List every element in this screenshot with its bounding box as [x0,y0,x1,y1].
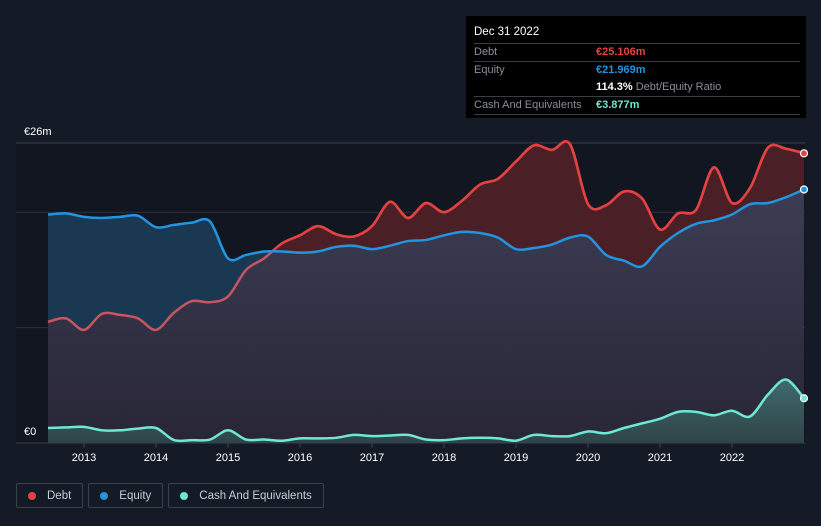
tooltip-equity-value: €21.969m [596,64,646,76]
cash-area [48,379,804,443]
x-tick-label: 2016 [288,452,312,464]
x-tick-label: 2015 [216,452,240,464]
equity-dot-icon [100,491,109,500]
tooltip-label: Debt [474,46,498,58]
x-tick-label: 2018 [432,452,456,464]
x-tick-label: 2013 [72,452,96,464]
cash-dot-icon [180,491,189,500]
legend-label: Cash And Equivalents [199,489,312,502]
tooltip-debt-value: €25.106m [596,46,646,58]
x-tick-label: 2014 [144,452,168,464]
equity-end-point [799,185,809,194]
series-areas [48,141,804,443]
x-tick-label: 2021 [648,452,672,464]
data-tooltip: Dec 31 2022 Debt €25.106m Equity €21.969… [466,16,806,118]
series-lines [47,140,809,443]
tooltip-row-ratio: 114.3% Debt/Equity Ratio [474,79,800,97]
tooltip-cash-value: €3.877m [596,99,640,111]
tooltip-row-equity: Equity €21.969m [474,62,800,79]
x-tick-label: 2020 [576,452,600,464]
cash-line [47,378,805,443]
tooltip-label [474,79,596,96]
legend-item-equity[interactable]: Equity [88,483,164,508]
debt-equity-chart: 2013 2014 2015 2016 2017 2018 2019 2020 2021 2022… [16,126,809,464]
x-tick-label: 2017 [360,452,384,464]
legend-label: Equity [119,489,152,502]
tooltip-label: Cash And Equivalents [474,99,582,111]
debt-end-point [799,149,809,158]
tooltip-row-debt: Debt €25.106m [474,44,800,62]
x-tick-label: 2022 [720,452,744,464]
y-tick-label-min: €0 [24,426,36,438]
legend-item-cash[interactable]: Cash And Equivalents [168,483,324,508]
y-tick-label-max: €26m [24,126,52,138]
legend-item-debt[interactable]: Debt [16,483,84,508]
tooltip-ratio-value: 114.3% [596,81,633,93]
tooltip-row-cash: Cash And Equivalents €3.877m [474,97,800,115]
tooltip-ratio-label: Debt/Equity Ratio [635,81,722,93]
chart-legend: Debt Equity Cash And Equivalents [16,483,324,508]
tooltip-label: Equity [474,64,505,76]
debt-line [48,140,804,267]
equity-line [47,188,805,269]
x-axis: 2013 2014 2015 2016 2017 2018 2019 2020 2021 2022 [72,443,744,464]
tooltip-date: Dec 31 2022 [474,24,800,44]
cash-end-point [799,394,809,403]
legend-label: Debt [47,489,72,502]
debt-dot-icon [28,491,36,500]
x-tick-label: 2019 [504,452,528,464]
